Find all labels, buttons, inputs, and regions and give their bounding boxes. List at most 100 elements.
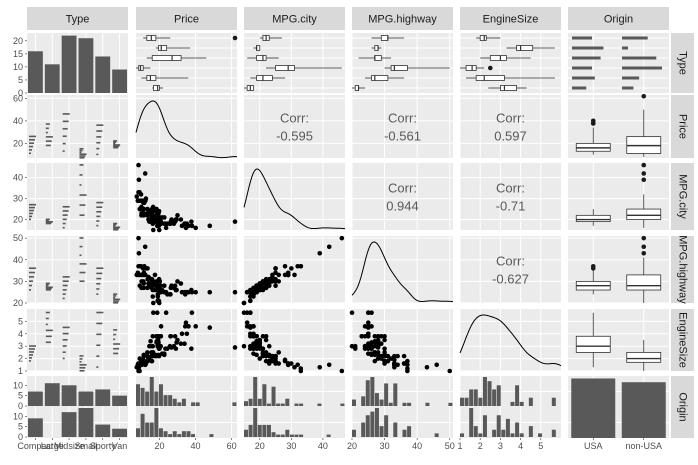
scatter-point <box>241 310 247 316</box>
scatter-point <box>141 357 146 363</box>
column-strip-label: MPG.city <box>272 14 317 26</box>
scatter-point <box>372 333 378 339</box>
bar <box>28 418 43 437</box>
scatter-point <box>339 235 345 241</box>
bar <box>29 142 34 144</box>
scatter-point <box>248 333 253 339</box>
scatter-point <box>148 338 153 344</box>
scatter-point <box>248 346 253 351</box>
scatter-point <box>150 283 156 289</box>
bar <box>181 431 186 437</box>
scatter-point <box>251 346 256 351</box>
scatter-point <box>183 320 189 325</box>
panel-background <box>460 95 561 158</box>
bar <box>113 144 121 146</box>
scatter-point <box>298 263 304 269</box>
bar <box>266 403 271 406</box>
bar <box>340 403 345 406</box>
scatter-point <box>365 351 371 356</box>
bar <box>177 402 182 406</box>
column-strip <box>27 7 128 30</box>
panel-background <box>352 163 453 230</box>
bar <box>113 296 116 299</box>
x-tick-label: 2 <box>478 441 483 451</box>
scatter-point <box>257 283 263 289</box>
bar <box>622 66 662 70</box>
y-tick-label: 20 <box>13 36 23 46</box>
bar <box>45 127 49 130</box>
scatter-point <box>138 263 144 269</box>
bar <box>62 218 67 221</box>
bar <box>113 343 121 345</box>
scatter-series <box>349 310 453 374</box>
box <box>275 65 295 71</box>
scatter-point <box>379 333 384 339</box>
bar <box>379 399 384 406</box>
bar <box>79 184 82 186</box>
scatter-point <box>145 350 150 355</box>
scatter-point <box>152 272 158 278</box>
scatter-point <box>184 331 190 337</box>
bar <box>45 283 49 286</box>
scatter-point <box>251 351 256 356</box>
scatter-point <box>352 346 358 351</box>
bar <box>96 293 99 295</box>
bar <box>79 148 84 150</box>
bar <box>572 76 595 80</box>
bar <box>96 366 99 368</box>
bar <box>113 225 116 227</box>
panel-background <box>352 309 453 371</box>
x-tick-label: USA <box>584 441 603 451</box>
scatter-point <box>241 343 247 349</box>
bar <box>168 434 173 437</box>
scatter-point <box>289 266 294 271</box>
bar <box>79 358 83 360</box>
x-tick-label: 20 <box>347 441 357 451</box>
scatter-point <box>137 206 143 212</box>
bar <box>28 391 43 406</box>
correlation-label: Corr: <box>388 111 417 126</box>
panel-background <box>568 33 669 93</box>
scatter-point <box>172 219 178 224</box>
y-tick-label: 10 <box>13 380 23 390</box>
correlation-value: -0.71 <box>496 199 526 214</box>
bar <box>482 415 487 437</box>
bar <box>96 267 104 270</box>
bar <box>95 389 111 406</box>
scatter-series <box>241 310 345 374</box>
bar <box>29 215 32 218</box>
scatter-point <box>276 350 282 355</box>
bar <box>473 389 478 406</box>
scatter-point <box>193 225 198 231</box>
scatter-point <box>375 333 381 339</box>
panel-background <box>27 236 128 303</box>
bar <box>572 86 587 90</box>
scatter-point <box>137 356 143 361</box>
scatter-point <box>141 352 147 358</box>
row-strip <box>671 163 694 230</box>
bar <box>45 286 53 289</box>
scatter-point <box>169 345 174 350</box>
scatter-point <box>382 337 387 343</box>
panel-background <box>136 33 237 93</box>
y-tick-label: 5 <box>18 422 23 432</box>
bar <box>45 329 53 332</box>
bar <box>365 380 370 406</box>
box <box>256 75 273 81</box>
bar <box>45 282 50 285</box>
box <box>374 55 382 61</box>
x-tick-label: non-USA <box>625 441 662 451</box>
bar <box>29 280 33 282</box>
panel-background <box>460 33 561 93</box>
bar <box>29 152 31 155</box>
box <box>516 45 534 51</box>
bar <box>496 385 501 406</box>
bar <box>96 288 100 290</box>
scatter-point <box>260 283 266 289</box>
correlation-label: Corr: <box>496 254 525 269</box>
density-curve <box>135 100 238 159</box>
bar <box>140 413 145 437</box>
y-tick-label: 30 <box>13 194 23 204</box>
x-tick-label: 60 <box>227 441 237 451</box>
box <box>626 274 662 291</box>
